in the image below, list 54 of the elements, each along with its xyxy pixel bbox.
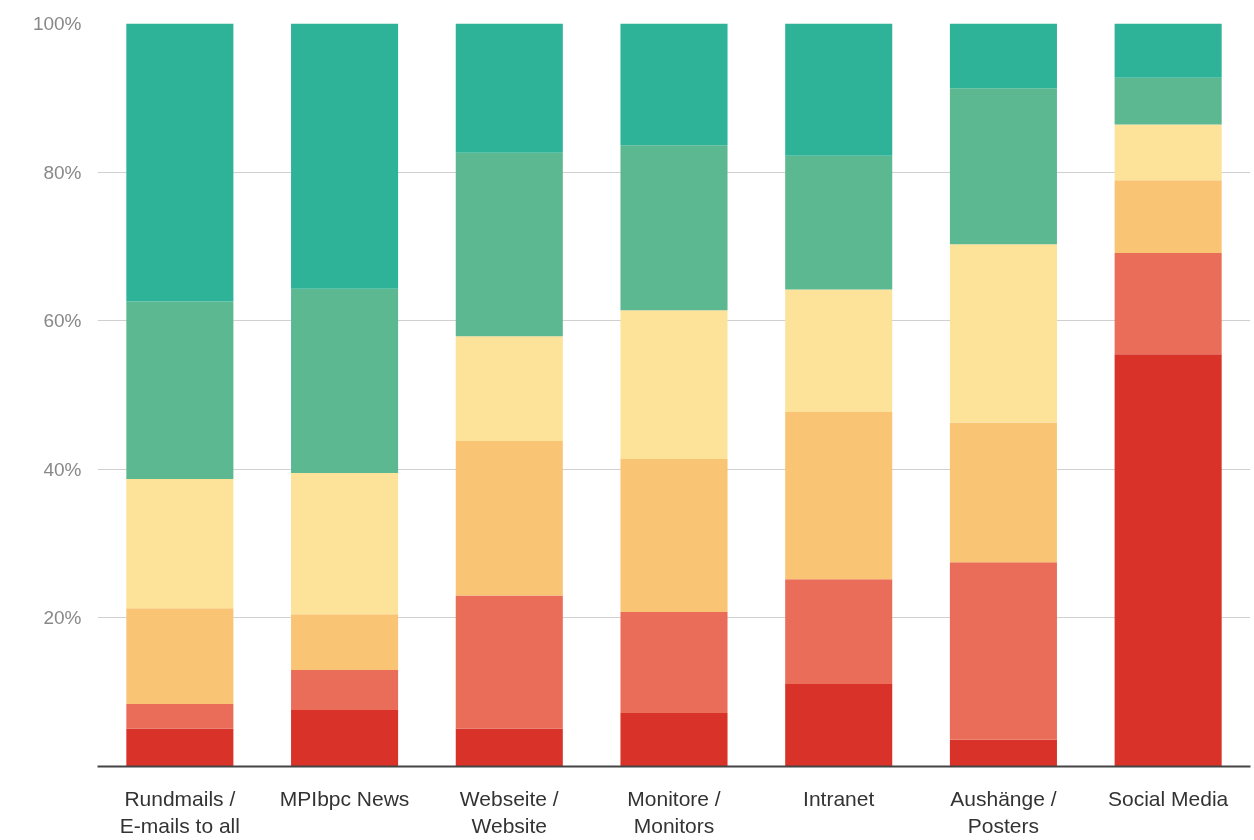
bar [620,310,728,459]
bar [455,728,563,767]
y-tick-label: 80% [43,161,82,183]
bar [1114,77,1222,125]
bar [785,684,893,767]
bar [291,669,399,711]
bar [291,614,399,670]
y-tick-label: 40% [43,458,82,480]
bar [455,23,563,153]
bar [785,289,893,413]
x-tick-label: Aushänge / Posters [950,786,1057,838]
x-tick-label: Webseite / Website [459,786,559,838]
x-tick-label: Rundmails / E-mails to all [119,786,240,838]
x-tick-label: Monitore / Monitors [627,786,721,838]
bar [620,713,728,767]
bar [455,336,563,442]
y-tick-label: 20% [43,607,82,629]
x-tick-label: MPIbpc News [279,786,410,810]
bar [949,88,1057,245]
bar [455,595,563,729]
y-tick-label: 60% [43,310,82,332]
x-tick-label: Intranet [803,786,875,810]
bar [126,23,234,302]
bar [785,155,893,290]
y-tick-label: 100% [32,13,82,34]
bar [785,23,893,156]
bar [455,441,563,596]
bar [620,611,728,713]
bar [1114,253,1222,355]
bar [126,704,234,729]
bar [620,145,728,311]
bar [1114,354,1222,767]
bar [126,478,234,609]
bar [1114,23,1222,78]
bar [291,288,399,474]
bar [1114,124,1222,181]
bar [126,728,234,767]
bar [785,579,893,685]
bar [949,23,1057,89]
bar [949,244,1057,423]
bar [455,152,563,337]
bar [1114,180,1222,254]
bar [620,23,728,146]
bar [291,710,399,767]
bar [949,422,1057,563]
bar [126,608,234,705]
bar [949,562,1057,740]
bar [949,739,1057,767]
x-tick-label: Social Media [1108,786,1229,810]
bar [291,473,399,615]
bar [620,458,728,612]
bar [785,412,893,580]
bar [126,301,234,479]
bar [291,23,399,289]
